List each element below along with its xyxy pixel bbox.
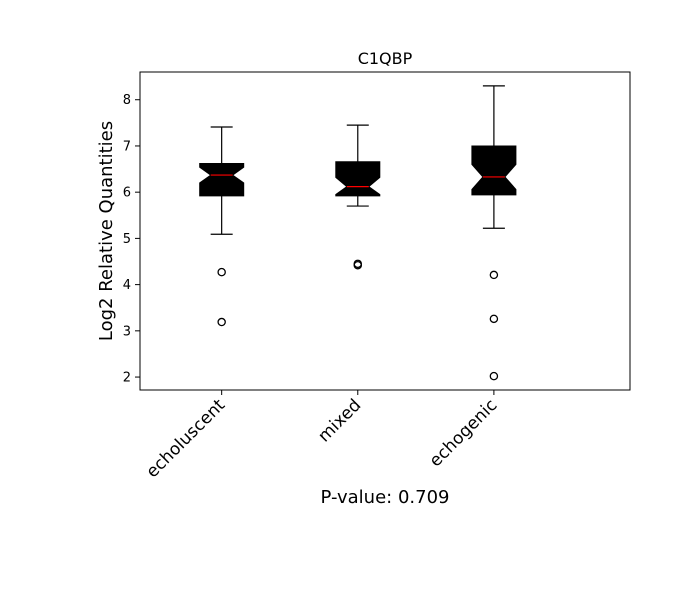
y-tick-label: 5 [123, 232, 131, 247]
y-tick-label: 2 [123, 371, 131, 386]
outlier-point [489, 270, 499, 280]
outlier-point [489, 314, 499, 324]
y-tick-label: 6 [123, 186, 131, 201]
axes-frame [139, 71, 631, 391]
outlier-point [353, 260, 363, 270]
chart-title: C1QBP [358, 49, 413, 68]
y-tick-label: 4 [123, 278, 131, 293]
y-axis: 2 3 4 5 6 7 8 [123, 93, 140, 386]
outlier-point [217, 317, 226, 327]
box-body [471, 145, 517, 196]
outlier-point [489, 371, 499, 381]
y-axis-title: Log2 Relative Quantities [96, 121, 117, 341]
plot-area [199, 85, 517, 381]
y-tick-label: 7 [123, 139, 131, 154]
box-echogenic [471, 85, 517, 381]
box-body [335, 161, 381, 197]
outlier-point [217, 267, 226, 277]
box-body [199, 163, 245, 197]
y-tick-label: 8 [123, 93, 131, 108]
box-echoluscent [199, 126, 245, 327]
box-mixed [335, 124, 381, 270]
y-tick-label: 3 [123, 324, 131, 339]
x-axis-title: P-value: 0.709 [321, 487, 450, 508]
